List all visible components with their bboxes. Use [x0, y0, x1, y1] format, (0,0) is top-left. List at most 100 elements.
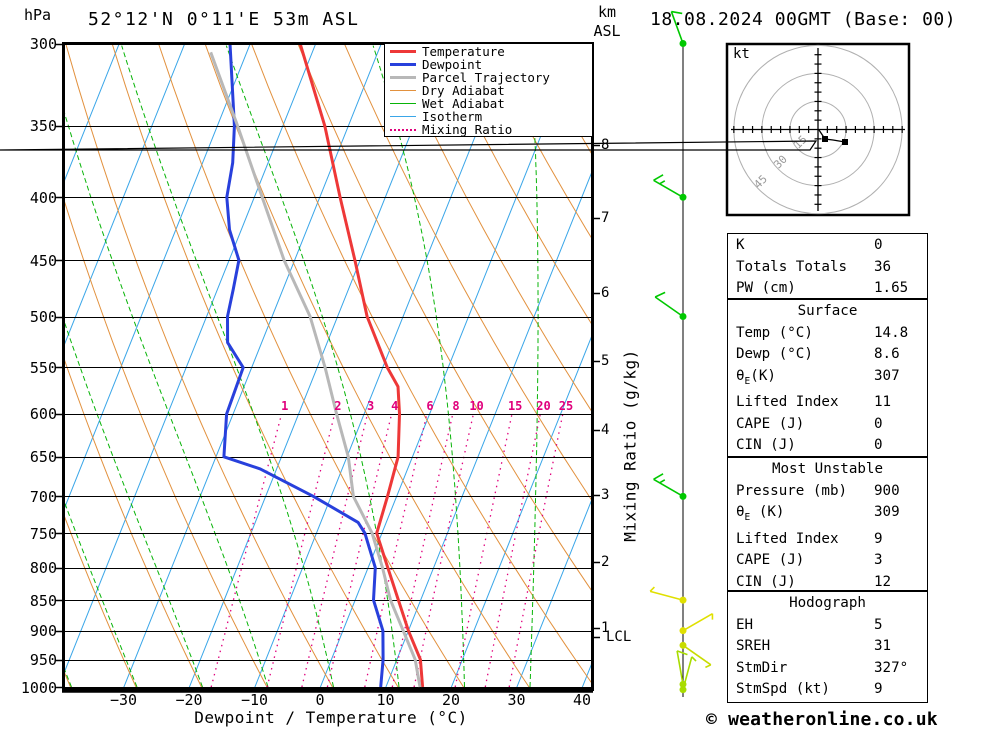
pressure-tick-label: 500	[29, 308, 57, 327]
indices-tables: K 0 Totals Totals 36 PW (cm) 1.65 Surface Temp …	[727, 233, 928, 703]
wind-barb	[676, 650, 688, 688]
table-row: PW (cm) 1.65	[728, 278, 927, 300]
mixing-ratio-line	[364, 413, 428, 688]
wet-adiabat-line	[65, 322, 203, 688]
dry-adiabat-line	[65, 44, 333, 688]
lcl-label: LCL	[606, 629, 632, 645]
table-row-label: Totals Totals	[736, 258, 848, 275]
table-row-value: 3	[874, 552, 883, 569]
dry-adiabat-line	[65, 516, 137, 688]
legend-swatch-thin	[390, 116, 416, 117]
temperature-tick-label: −20	[175, 691, 203, 709]
mixing-ratio-line	[484, 413, 541, 688]
isotherm-line	[385, 172, 591, 688]
mixing-ratio-label: 20	[536, 399, 551, 413]
wind-barb	[654, 291, 687, 321]
legend-item: Parcel Trajectory	[385, 70, 592, 85]
isotherm-line	[516, 500, 591, 688]
dry-adiabat-line	[65, 201, 268, 688]
km-tick-label: 8	[601, 137, 610, 153]
mixing-ratio-label: 1	[281, 399, 289, 413]
wind-barb	[679, 656, 697, 694]
legend-label: Dewpoint	[422, 57, 483, 72]
mixing-ratio-line	[508, 413, 564, 688]
legend-label: Wet Adiabat	[422, 96, 505, 111]
mixing-ratio-label: 6	[426, 399, 434, 413]
legend-item: Temperature	[385, 44, 592, 59]
table-row: Temp (°C) 14.8	[728, 323, 927, 345]
table-row-label: SREH	[736, 638, 771, 655]
mixing-ratio-label: 4	[391, 399, 399, 413]
table-row: StmDir 327°	[728, 658, 927, 680]
dry-adiabat-line	[111, 44, 399, 688]
isotherm-line	[319, 44, 579, 688]
series-parcel-trajectory	[209, 51, 422, 688]
pressure-tick-label: 1000	[20, 678, 57, 697]
mixing-ratio-line	[301, 413, 369, 688]
table-row-value: 1.65	[874, 280, 909, 297]
wind-level-dot	[679, 627, 687, 635]
table-row-label: Temp (°C)	[736, 324, 813, 341]
indices-box: K 0 Totals Totals 36 PW (cm) 1.65	[727, 233, 928, 299]
wet-adiabat-line	[529, 45, 539, 688]
temperature-tick-label: 20	[441, 691, 461, 709]
legend-label: Parcel Trajectory	[422, 70, 550, 85]
km-tick-label: 6	[601, 285, 610, 301]
pressure-tick-label: 350	[29, 117, 57, 136]
table-row-value: 900	[874, 482, 900, 499]
temperature-tick-label: 40	[572, 691, 592, 709]
dry-adiabat-line	[483, 44, 591, 239]
km-tick-label: 7	[601, 210, 610, 226]
table-row-label: CIN (J)	[736, 573, 796, 590]
pressure-tick-label: 600	[29, 405, 57, 424]
indices-box-header: Hodograph	[789, 595, 866, 611]
wind-level-dot	[679, 313, 687, 321]
dry-adiabat-line	[436, 44, 591, 324]
table-row: Totals Totals 36	[728, 257, 927, 279]
legend-label: Mixing Ratio	[422, 122, 513, 137]
table-row: CIN (J) 12	[728, 572, 927, 594]
isotherm-line	[188, 44, 448, 688]
table-row-label: Pressure (mb)	[736, 482, 848, 499]
wind-level-dot	[679, 40, 687, 47]
legend-swatch-thin	[390, 90, 416, 91]
copyright-notice: © weatheronline.co.uk	[706, 709, 938, 730]
table-row: Lifted Index 11	[728, 392, 927, 414]
table-row-label: Lifted Index	[736, 394, 839, 411]
table-row-label: K	[736, 237, 745, 253]
series-temperature	[298, 44, 425, 688]
indices-box: Hodograph EH 5 SREH 31 StmDir 327° StmSpd (kt) 9	[727, 591, 928, 703]
mixing-ratio-axis-title: Mixing Ratio (g/kg)	[620, 349, 640, 542]
mixing-ratio-label: 15	[507, 399, 523, 413]
mixing-ratio-label: 10	[469, 399, 484, 413]
table-row: SREH 31	[728, 636, 927, 658]
pressure-tick-label: 550	[29, 358, 57, 377]
x-axis-title: Dewpoint / Temperature (°C)	[194, 708, 468, 727]
wind-level-dot	[679, 193, 687, 201]
table-row: EH 5	[728, 615, 927, 637]
wind-barb	[670, 10, 687, 47]
indices-box: Surface Temp (°C) 14.8 Dewp (°C) 8.6 θE(K) 307…	[727, 299, 928, 457]
storm-motion-marker	[0, 140, 818, 151]
mixing-ratio-line	[391, 413, 454, 688]
isotherm-line	[65, 44, 317, 672]
legend-item: Isotherm	[385, 109, 592, 124]
table-row-value: 11	[874, 394, 892, 411]
wind-barb	[653, 174, 687, 201]
legend-item: Dry Adiabat	[385, 83, 592, 98]
legend: Temperature Dewpoint Parcel Trajectory Dry …	[384, 43, 593, 137]
pressure-axis-unit: hPa	[24, 6, 52, 24]
chart-border	[62, 42, 594, 691]
hodograph-point	[842, 139, 848, 145]
table-row-value: 309	[874, 504, 900, 521]
wind-level-dot	[679, 492, 687, 500]
mixing-ratio-label: 3	[367, 399, 375, 413]
pressure-tick-label: 900	[29, 622, 57, 641]
legend-item: Mixing Ratio	[385, 122, 592, 137]
km-tick-label: 5	[601, 353, 610, 369]
wet-adiabat-line	[65, 502, 138, 688]
km-tick-label: 4	[601, 422, 610, 438]
